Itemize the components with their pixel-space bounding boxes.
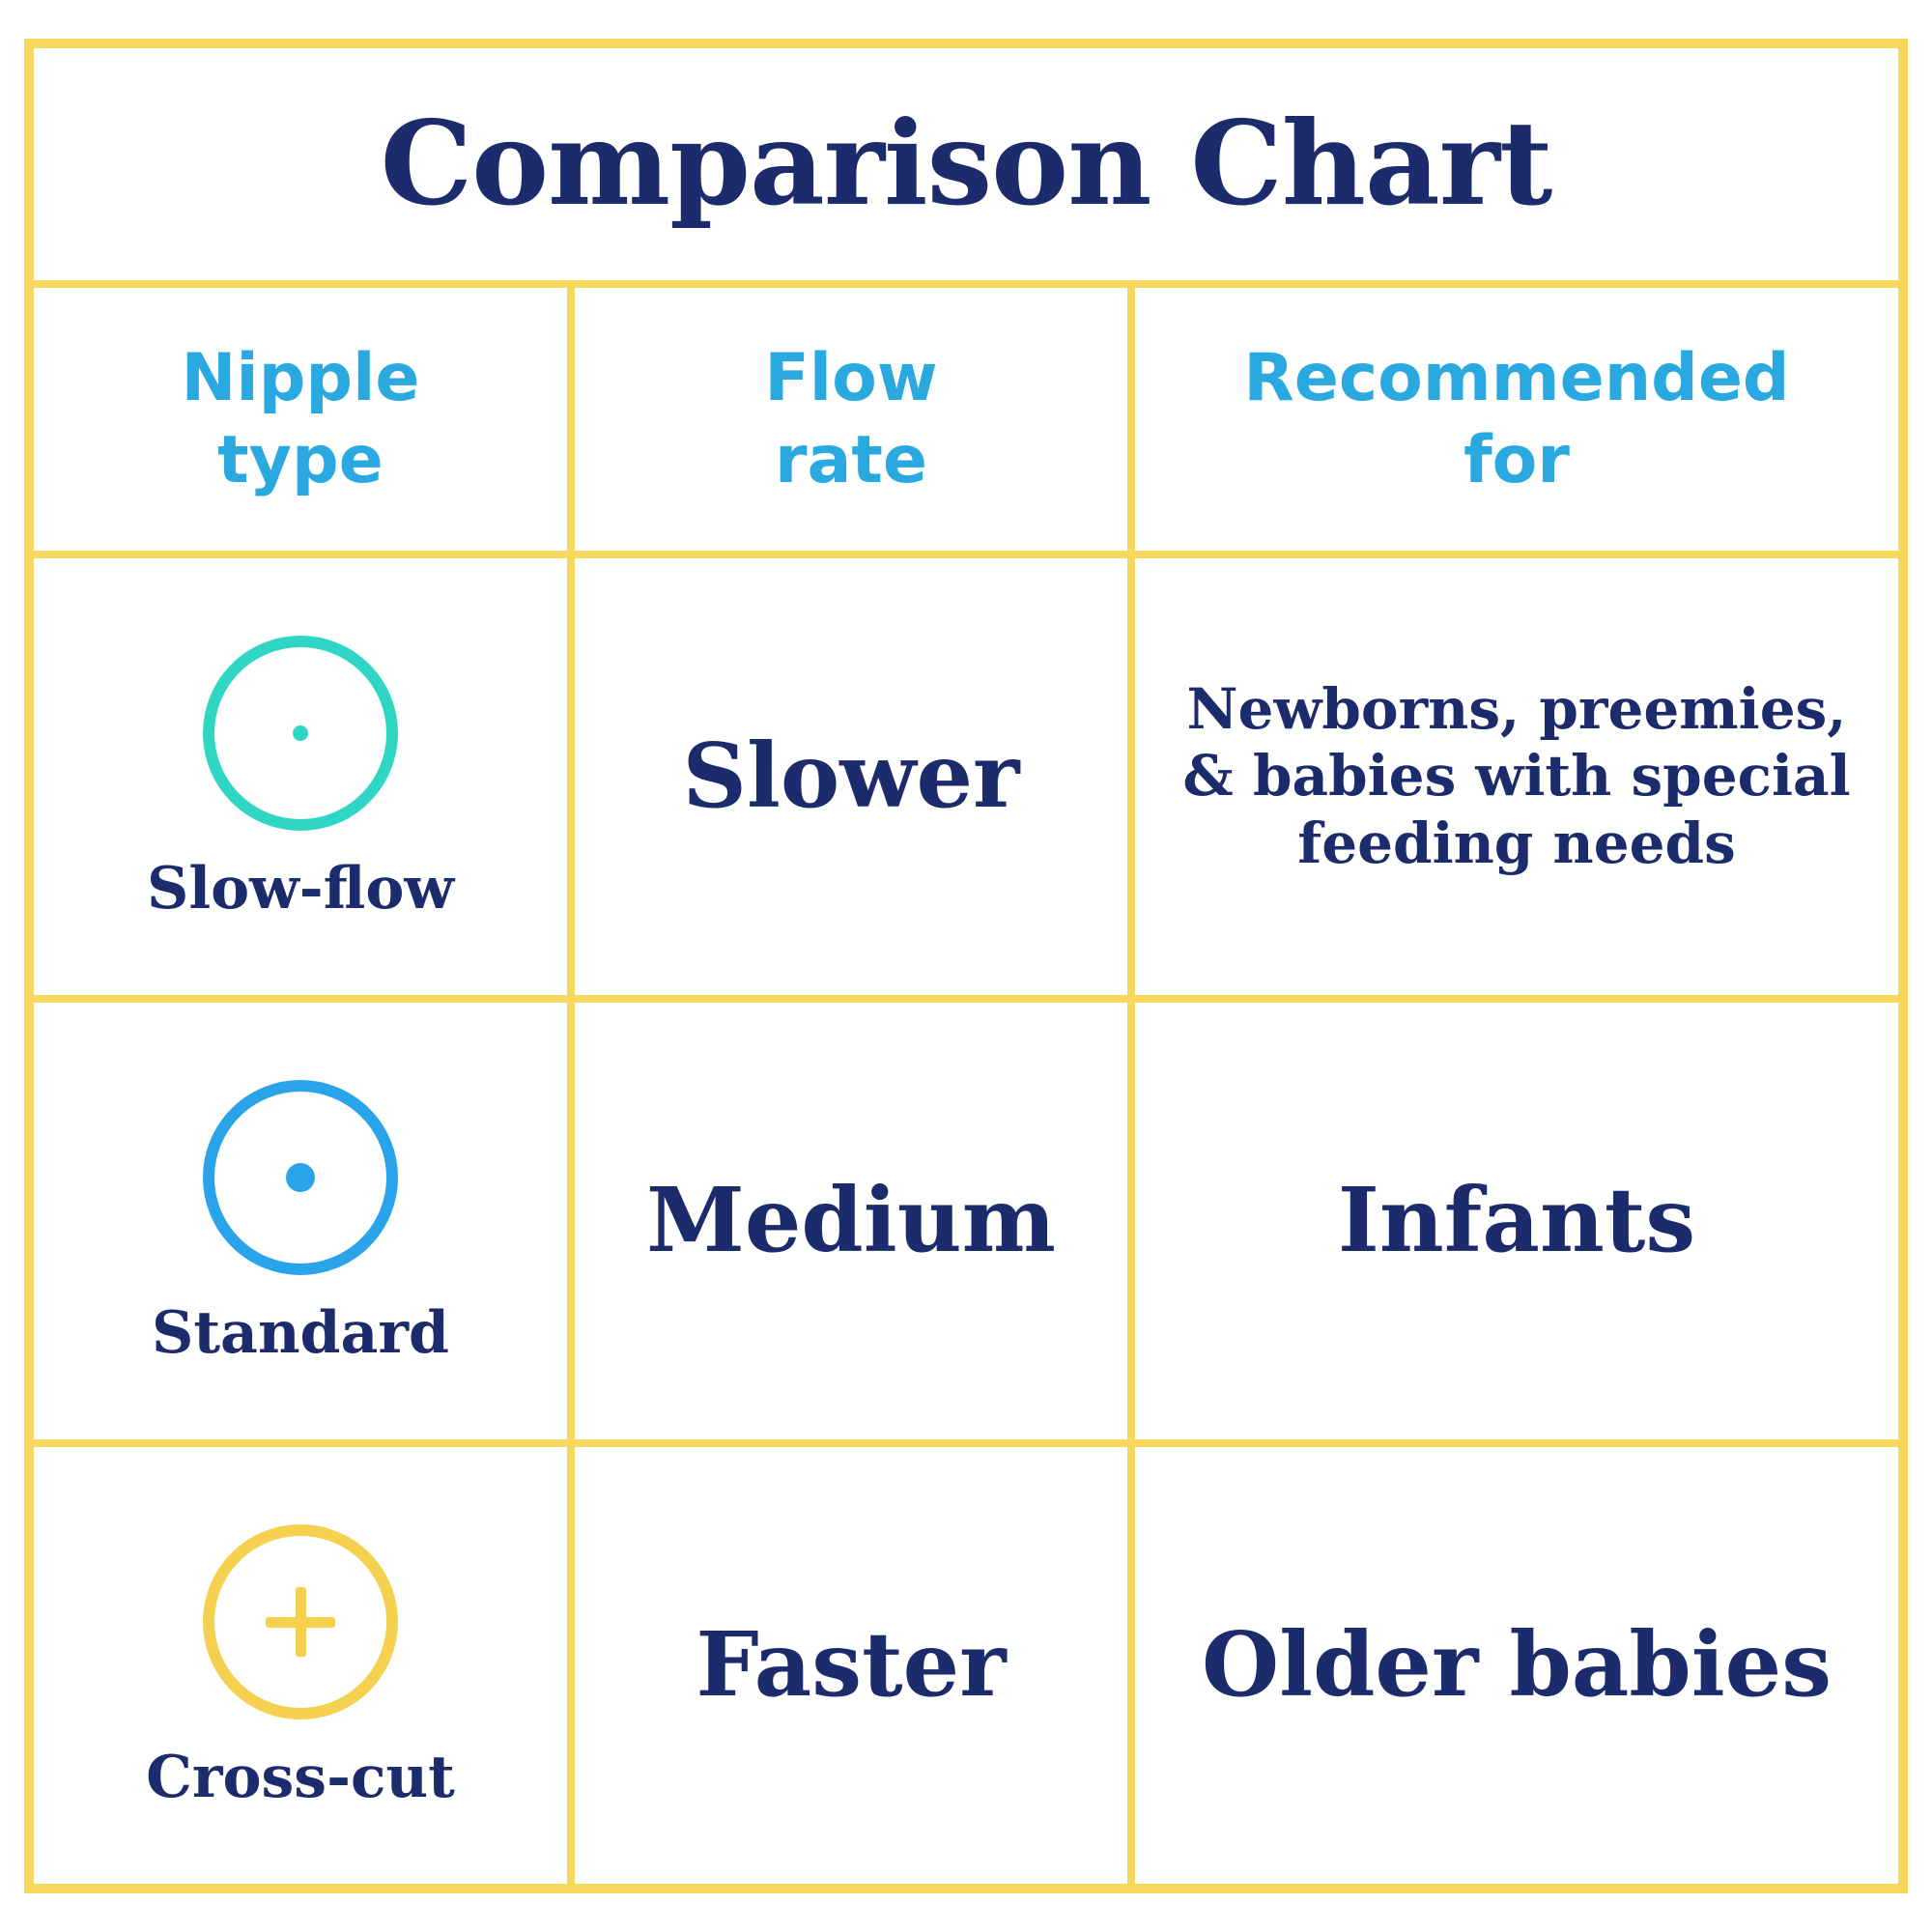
title-row: Comparison Chart <box>34 48 1898 280</box>
table-row-2-nipple-cell: Standard <box>34 995 575 1439</box>
table-row-3-flow-rate-cell: Faster <box>575 1439 1135 1884</box>
cross-cut-nipple-icon <box>203 1524 398 1719</box>
table-row-3-recommended-cell: Older babies <box>1135 1439 1898 1884</box>
cross-slit-vertical-bar-icon <box>295 1587 306 1657</box>
table-row-3-nipple-cell: Cross-cut <box>34 1439 575 1884</box>
table-row-2-flow-rate-cell: Medium <box>575 995 1135 1439</box>
medium-hole-dot-icon <box>286 1163 315 1192</box>
table-row-1-recommended-cell: Newborns, preemies, & babies with specia… <box>1135 551 1898 995</box>
small-hole-dot-icon <box>293 725 308 741</box>
slow-flow-nipple-icon <box>203 636 398 831</box>
standard-nipple-icon <box>203 1080 398 1275</box>
column-header-recommended-for: Recommended for <box>1135 280 1898 551</box>
column-header-nipple-type: Nipple type <box>34 280 575 551</box>
nipple-type-label: Slow-flow <box>147 855 454 923</box>
nipple-type-label: Cross-cut <box>146 1744 455 1811</box>
nipple-type-label: Standard <box>152 1299 449 1367</box>
column-header-flow-rate: Flow rate <box>575 280 1135 551</box>
table-row-2-recommended-cell: Infants <box>1135 995 1898 1439</box>
comparison-table: Comparison Chart Nipple type Flow rate R… <box>24 39 1908 1893</box>
table-row-1-flow-rate-cell: Slower <box>575 551 1135 995</box>
page-title: Comparison Chart <box>380 96 1553 232</box>
table-row-1-nipple-cell: Slow-flow <box>34 551 575 995</box>
